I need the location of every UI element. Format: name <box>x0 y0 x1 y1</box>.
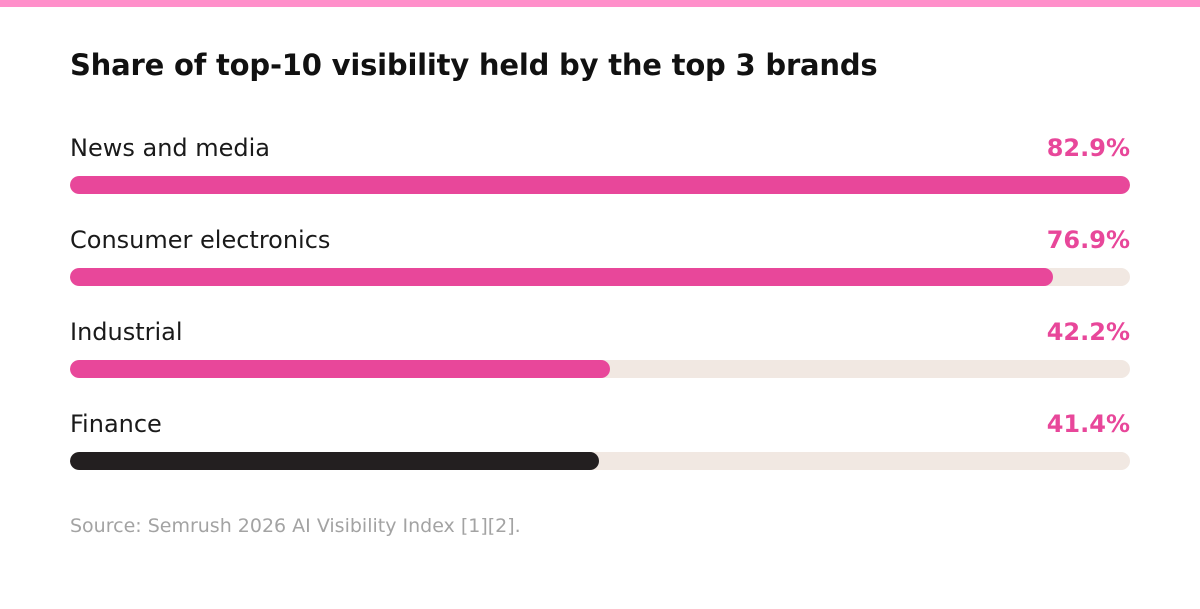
bar-track <box>70 176 1130 194</box>
bar-row: Finance 41.4% <box>70 410 1130 502</box>
value-label: 82.9% <box>1046 134 1130 162</box>
bar-fill <box>70 452 599 470</box>
value-label: 41.4% <box>1046 410 1130 438</box>
bar-track <box>70 452 1130 470</box>
bar-row: News and media 82.9% <box>70 134 1130 226</box>
bar-fill <box>70 268 1053 286</box>
bar-track <box>70 268 1130 286</box>
bar-fill <box>70 176 1130 194</box>
top-accent-bar <box>0 0 1200 7</box>
chart-title: Share of top-10 visibility held by the t… <box>70 48 878 82</box>
bar-track <box>70 360 1130 378</box>
source-note: Source: Semrush 2026 AI Visibility Index… <box>70 515 521 537</box>
bar-fill <box>70 360 610 378</box>
value-label: 76.9% <box>1046 226 1130 254</box>
category-label: Consumer electronics <box>70 226 331 254</box>
category-label: News and media <box>70 134 271 162</box>
value-label: 42.2% <box>1046 318 1130 346</box>
bar-row: Industrial 42.2% <box>70 318 1130 410</box>
category-label: Industrial <box>70 318 183 346</box>
category-label: Finance <box>70 410 162 438</box>
bar-row: Consumer electronics 76.9% <box>70 226 1130 318</box>
bar-chart: News and media 82.9% Consumer electronics 7… <box>70 134 1130 502</box>
